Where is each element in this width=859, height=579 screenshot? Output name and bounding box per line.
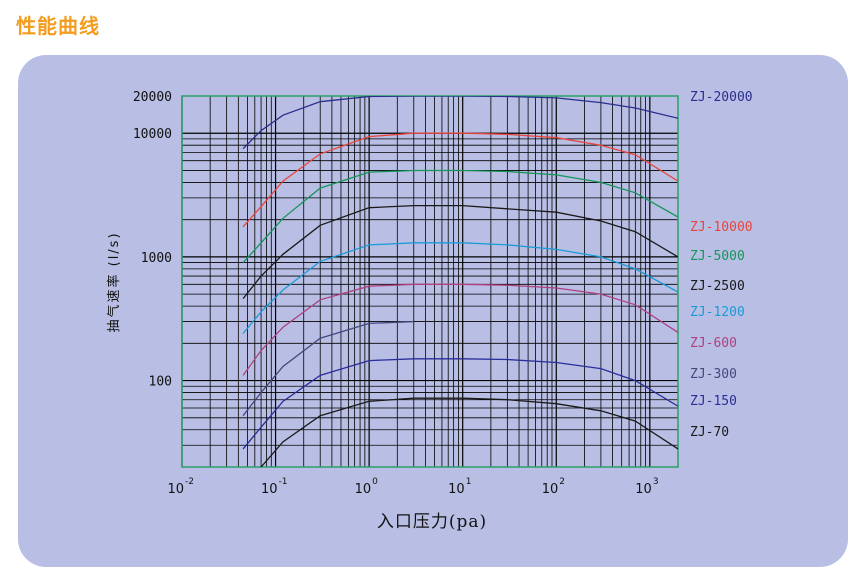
legend-label-zj-300: ZJ-300 <box>690 367 737 382</box>
y-tick-label: 10000 <box>133 127 172 142</box>
x-tick-base: 10 <box>635 482 652 497</box>
legend-label-zj-1200: ZJ-1200 <box>690 305 745 320</box>
x-tick-exponent: 3 <box>653 477 659 487</box>
x-axis-title: 入口压力(pa) <box>377 512 487 532</box>
x-tick-label: 10 -2 <box>167 477 194 497</box>
page-heading: 性能曲线 <box>16 14 100 38</box>
x-tick-label: 10 -1 <box>261 477 288 497</box>
series-line-zj-150 <box>242 358 678 450</box>
x-tick-exponent: -1 <box>279 477 288 487</box>
legend-label-zj-5000: ZJ-5000 <box>690 249 745 264</box>
x-tick-label: 10 2 <box>542 477 565 497</box>
legend-label-zj-10000: ZJ-10000 <box>690 220 753 235</box>
x-tick-base: 10 <box>542 482 559 497</box>
x-tick-exponent: 0 <box>372 477 378 487</box>
x-tick-label: 10 0 <box>355 477 379 497</box>
legend-label-zj-150: ZJ-150 <box>690 394 737 409</box>
x-tick-base: 10 <box>261 482 278 497</box>
y-tick-label: 100 <box>149 375 172 390</box>
y-tick-labels: 20000 10000 1000 100 <box>133 90 172 390</box>
legend-label-zj-70: ZJ-70 <box>690 425 729 440</box>
legend-label-zj-2500: ZJ-2500 <box>690 279 745 294</box>
x-tick-base: 10 <box>448 482 465 497</box>
series-line-zj-5000 <box>242 169 678 264</box>
series-line-zj-300 <box>242 320 414 417</box>
series-line-zj-2500 <box>242 204 678 300</box>
y-tick-label: 1000 <box>141 251 172 266</box>
series-line-zj-1200 <box>242 242 678 334</box>
x-tick-label: 10 3 <box>635 477 658 497</box>
x-tick-base: 10 <box>355 482 372 497</box>
curve-layer <box>242 96 678 467</box>
y-tick-label: 20000 <box>133 90 172 105</box>
series-line-zj-20000 <box>242 96 678 150</box>
y-axis-title: 抽气速率 (l/s) <box>106 231 122 332</box>
legend-label-zj-600: ZJ-600 <box>690 336 737 351</box>
series-line-zj-600 <box>242 283 678 376</box>
x-tick-exponent: 2 <box>559 477 565 487</box>
legend-label-zj-20000: ZJ-20000 <box>690 90 753 105</box>
legend-labels: ZJ-20000 ZJ-10000 ZJ-5000 ZJ-2500 ZJ-1200 ZJ-… <box>690 90 753 440</box>
x-tick-exponent: -2 <box>185 477 194 487</box>
chart-panel <box>18 55 848 567</box>
x-tick-exponent: 1 <box>466 477 472 487</box>
x-tick-labels: 10 -2 10 -1 10 0 10 1 10 2 10 3 <box>167 477 658 497</box>
x-tick-label: 10 1 <box>448 477 471 497</box>
series-line-zj-10000 <box>242 132 678 228</box>
x-tick-base: 10 <box>167 482 184 497</box>
series-line-zj-70 <box>260 397 678 467</box>
